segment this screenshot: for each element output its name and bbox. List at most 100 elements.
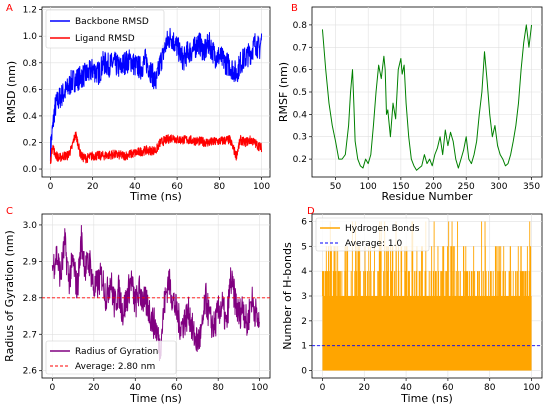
x-tick-label: 100 — [360, 182, 377, 192]
panel-c-letter: C — [6, 206, 13, 217]
panel-a-legend-box — [45, 9, 165, 49]
y-tick-label: 0.3 — [293, 133, 307, 143]
y-tick-label: 6 — [301, 217, 307, 227]
panel-b-series — [321, 24, 533, 171]
y-tick-label: 2.6 — [23, 367, 38, 377]
x-tick-label: 0 — [320, 383, 326, 393]
panel-c-yticks: 2.6 2.7 2.8 2.9 3.0 — [23, 221, 42, 377]
y-tick-label: 0.7 — [293, 43, 307, 53]
panel-a-legend: Backbone RMSD Ligand RMSD — [45, 9, 165, 49]
y-tick-label: 2.7 — [23, 330, 37, 340]
panel-a-xlabel: Time (ns) — [129, 190, 182, 203]
y-tick-label: 0.8 — [23, 59, 38, 69]
y-tick-label: 3 — [301, 292, 307, 302]
panel-b: B 50 100 150 200 250 300 350 0.20.30.40.50.60.… — [277, 3, 543, 203]
x-tick-label: 60 — [442, 383, 454, 393]
panel-a-plot-area — [49, 27, 263, 164]
x-tick-label: 20 — [87, 182, 99, 192]
panel-b-xlabel: Residue Number — [381, 190, 473, 203]
x-tick-label: 40 — [130, 383, 142, 393]
panel-a-yticks: 0.0 0.2 0.4 0.6 0.8 1.0 1.2 — [23, 6, 42, 175]
y-tick-label: 0.4 — [293, 110, 308, 120]
panel-d-plot-area — [312, 221, 542, 371]
panel-b-grid — [312, 7, 542, 177]
x-tick-label: 100 — [253, 182, 270, 192]
legend-hbond-label: Hydrogen Bonds — [345, 224, 420, 234]
x-tick-label: 100 — [251, 383, 268, 393]
panel-a-frame — [41, 6, 271, 178]
x-tick-label: 0 — [48, 182, 54, 192]
y-tick-label: 1.2 — [23, 6, 37, 16]
x-tick-label: 40 — [400, 383, 412, 393]
panel-d-legend: Hydrogen Bonds Average: 1.0 — [315, 217, 430, 252]
x-tick-label: 20 — [359, 383, 371, 393]
panel-c-plot-area — [42, 225, 270, 362]
x-tick-label: 150 — [392, 182, 409, 192]
series-rmsf-line — [321, 24, 533, 171]
panel-d-legend-box — [315, 217, 430, 252]
panel-c-xlabel: Time (ns) — [129, 392, 182, 405]
x-tick-label: 300 — [490, 182, 507, 192]
panel-c-series — [42, 225, 270, 362]
panel-c-legend-box — [45, 340, 177, 375]
series-backbone-rmsd-line — [49, 27, 263, 162]
x-tick-label: 350 — [523, 182, 540, 192]
y-tick-label: 5 — [301, 242, 307, 252]
y-tick-label: 0.4 — [23, 112, 38, 122]
x-tick-label: 60 — [171, 383, 183, 393]
series-hbond-band — [322, 296, 532, 371]
panel-c-ylabel: Radius of Gyration (nm) — [3, 230, 16, 362]
panel-d: D 0 20 40 60 80 100 0 1 2 3 4 5 6 Time (ns) Number … — [281, 206, 543, 405]
y-tick-label: 0.8 — [293, 21, 308, 31]
legend-backbone-label: Backbone RMSD — [75, 17, 149, 27]
panel-b-letter: B — [291, 3, 298, 14]
y-tick-label: 0.6 — [23, 85, 38, 95]
y-tick-label: 0.5 — [293, 88, 307, 98]
x-tick-label: 250 — [458, 182, 475, 192]
legend-ligand-label: Ligand RMSD — [75, 34, 135, 44]
y-tick-label: 1.0 — [23, 32, 38, 42]
panel-d-series — [312, 221, 542, 371]
panel-b-plot-area — [321, 24, 533, 171]
x-tick-label: 80 — [214, 182, 226, 192]
legend-hbond-avg-label: Average: 1.0 — [345, 239, 402, 249]
series-hbond-spikes — [322, 221, 532, 296]
panel-d-ylabel: Number of H-bonds — [281, 242, 294, 350]
y-tick-label: 4 — [301, 267, 307, 277]
panel-a-letter: A — [6, 3, 13, 14]
series-rog-line — [51, 225, 261, 362]
panel-c-legend: Radius of Gyration Average: 2.80 nm — [45, 340, 177, 375]
series-ligand-rmsd-line — [49, 131, 263, 164]
panel-b-xticks: 50 100 150 200 250 300 350 — [330, 177, 540, 192]
x-tick-label: 50 — [330, 182, 342, 192]
panel-b-ylabel: RMSF (nm) — [277, 62, 290, 122]
panel-d-letter: D — [307, 206, 315, 217]
panel-d-yticks: 0 1 2 3 4 5 6 — [301, 217, 312, 377]
x-tick-label: 100 — [523, 383, 540, 393]
x-tick-label: 80 — [484, 383, 496, 393]
x-tick-label: 20 — [88, 383, 100, 393]
legend-rog-avg-label: Average: 2.80 nm — [75, 362, 155, 372]
x-tick-label: 200 — [425, 182, 442, 192]
y-tick-label: 0.6 — [293, 66, 308, 76]
panel-a: A 0 20 40 60 80 100 0.0 0.2 0.4 0.6 0.8 1.0 1.2 Tim… — [5, 3, 270, 203]
x-tick-label: 60 — [171, 182, 183, 192]
y-tick-label: 3.0 — [23, 221, 38, 231]
panel-a-series — [49, 27, 263, 164]
y-tick-label: 0.2 — [23, 138, 37, 148]
y-tick-label: 2 — [301, 317, 307, 327]
panel-d-xlabel: Time (ns) — [400, 392, 453, 405]
panel-b-yticks: 0.2 0.3 0.4 0.5 0.6 0.7 0.8 — [293, 21, 312, 165]
x-tick-label: 80 — [212, 383, 224, 393]
y-tick-label: 1 — [301, 342, 307, 352]
panel-c: C 0 20 40 60 80 100 2.6 2.7 2.8 2.9 3.0 Time (ns)… — [3, 206, 271, 405]
legend-rog-label: Radius of Gyration — [75, 347, 158, 357]
x-tick-label: 0 — [49, 383, 55, 393]
panel-c-frame — [41, 213, 271, 379]
panel-a-ylabel: RMSD (nm) — [5, 61, 18, 123]
panel-c-xticks: 0 20 40 60 80 100 — [49, 378, 268, 393]
x-tick-label: 40 — [129, 182, 141, 192]
y-tick-label: 2.9 — [23, 257, 38, 267]
panel-a-xticks: 0 20 40 60 80 100 — [48, 177, 270, 192]
